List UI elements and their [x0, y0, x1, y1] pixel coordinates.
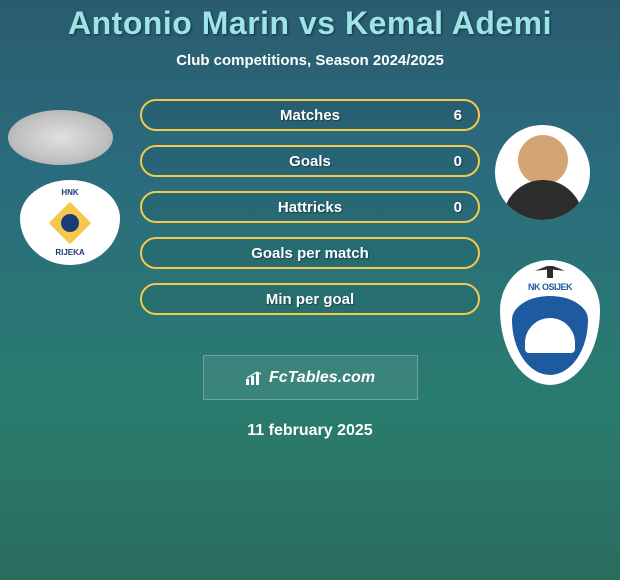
stat-bar-goals: Goals 0 — [140, 145, 480, 177]
stat-bar-matches: Matches 6 — [140, 99, 480, 131]
stat-label: Matches — [280, 107, 340, 124]
stat-bar-hattricks: Hattricks 0 — [140, 191, 480, 223]
stat-label: Min per goal — [266, 291, 354, 308]
stat-right-value: 0 — [454, 199, 462, 216]
stat-bar-min-per-goal: Min per goal — [140, 283, 480, 315]
stat-bar-goals-per-match: Goals per match — [140, 237, 480, 269]
comparison-date: 11 february 2025 — [0, 422, 620, 440]
stat-label: Goals per match — [251, 245, 369, 262]
page-subtitle: Club competitions, Season 2024/2025 — [0, 52, 620, 69]
stat-label: Goals — [289, 153, 331, 170]
stat-right-value: 6 — [454, 107, 462, 124]
stat-label: Hattricks — [278, 199, 342, 216]
watermark-chart-icon — [245, 371, 263, 385]
watermark-box: FcTables.com — [203, 355, 418, 400]
stat-right-value: 0 — [454, 153, 462, 170]
stat-bars-container: Matches 6 Goals 0 Hattricks 0 Goals per … — [140, 99, 480, 315]
page-title: Antonio Marin vs Kemal Ademi — [0, 5, 620, 42]
watermark-text: FcTables.com — [269, 369, 375, 387]
